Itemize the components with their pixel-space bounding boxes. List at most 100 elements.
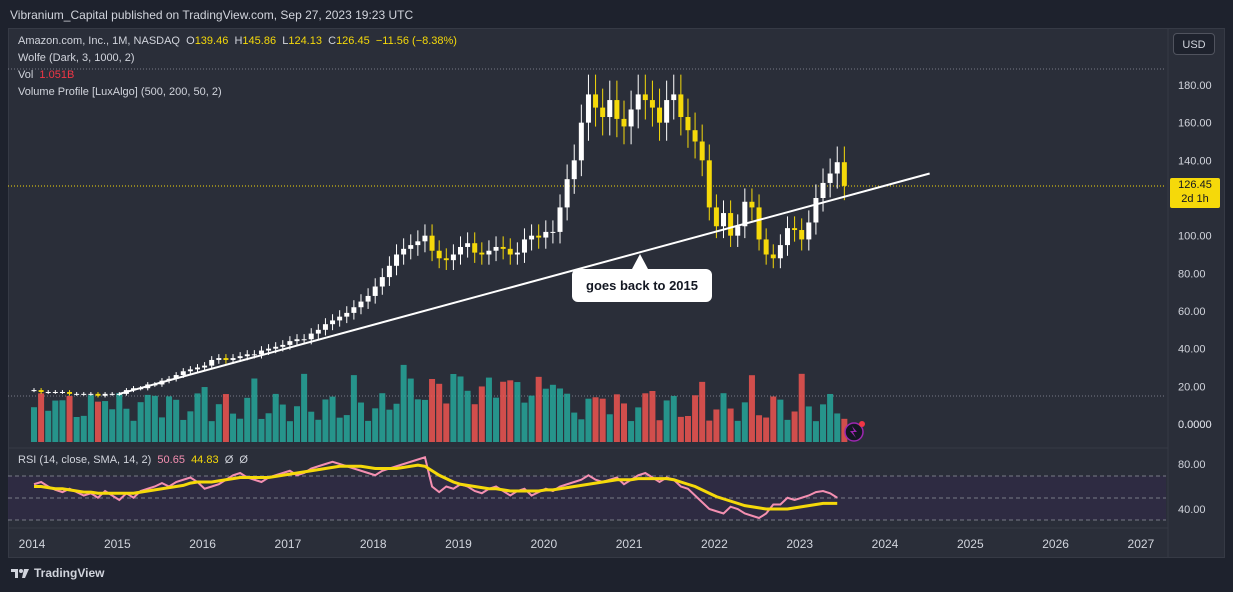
volume-bar <box>244 397 251 442</box>
replay-icon-bolt <box>850 426 857 438</box>
volume-bar <box>699 381 706 442</box>
volume-bar <box>80 415 87 442</box>
candle-body <box>465 243 471 247</box>
candle-body <box>507 248 513 255</box>
volume-bar <box>393 403 400 442</box>
candle-body <box>649 100 655 108</box>
volume-bar <box>31 407 37 442</box>
candle-body <box>401 248 407 255</box>
volume-bar <box>485 377 492 442</box>
volume-bar <box>400 364 407 442</box>
candle-body <box>429 235 435 251</box>
candle-body <box>813 198 819 223</box>
candle-body <box>784 228 790 246</box>
indicator-volume-profile[interactable]: Volume Profile [LuxAlgo] (500, 200, 50, … <box>18 86 222 98</box>
replay-icon-dot <box>859 421 865 427</box>
high-label: H <box>234 35 243 47</box>
candle-body <box>749 201 755 208</box>
candle-body <box>351 307 357 313</box>
rsi-value: 50.65 <box>157 454 185 466</box>
rsi-legend[interactable]: RSI (14, close, SMA, 14, 2) 50.65 44.83 … <box>18 454 248 466</box>
volume-bar <box>450 374 457 442</box>
candle-body <box>713 207 719 227</box>
time-tick-label: 2021 <box>616 537 643 551</box>
volume-bar <box>414 399 421 442</box>
candle-body <box>450 254 456 261</box>
volume-bar <box>670 395 677 442</box>
candle-body <box>344 312 350 317</box>
candle-body <box>223 358 229 360</box>
currency-button[interactable]: USD <box>1173 33 1215 55</box>
candle-body <box>514 252 520 255</box>
candle-body <box>237 356 243 359</box>
candle-body <box>315 329 321 334</box>
candle-body <box>806 222 812 240</box>
candle-body <box>756 207 762 240</box>
trendline <box>119 172 930 395</box>
volume-bar <box>279 404 286 442</box>
candle-body <box>38 390 44 392</box>
candle-body <box>557 207 563 232</box>
chart-canvas[interactable]: 180.00160.00140.00120.00100.0080.0060.00… <box>8 28 1225 558</box>
candle-body <box>692 130 698 142</box>
volume-bar <box>237 418 244 442</box>
volume-bar <box>357 402 364 442</box>
candle-body <box>841 162 847 186</box>
open-label: O <box>186 35 195 47</box>
volume-bar <box>507 380 514 442</box>
rsi-tick-label: 80.00 <box>1178 459 1206 471</box>
candle-body <box>792 228 798 231</box>
candle-body <box>280 344 286 347</box>
volume-bar <box>215 404 222 442</box>
candle-body <box>607 100 613 118</box>
volume-bar <box>87 395 94 442</box>
low-value: 124.13 <box>288 35 322 47</box>
volume-bar <box>421 399 428 442</box>
candle-body <box>372 286 378 296</box>
volume-bar <box>628 421 635 442</box>
volume-bar <box>66 396 73 442</box>
candle-body <box>386 265 392 278</box>
volume-bar <box>372 408 379 442</box>
rsi-extra-2: Ø <box>239 454 248 466</box>
volume-bar <box>208 421 215 442</box>
candle-body <box>635 94 641 110</box>
candle-body <box>600 107 606 118</box>
annotation-callout[interactable]: goes back to 2015 <box>572 269 712 302</box>
candle-body <box>202 365 208 368</box>
close-label: C <box>328 35 337 47</box>
indicator-wolfe[interactable]: Wolfe (Dark, 3, 1000, 2) <box>18 52 135 64</box>
price-tick-label: 80.00 <box>1178 268 1206 280</box>
volume-bar <box>230 413 237 442</box>
volume-bar <box>443 403 450 442</box>
candle-body <box>486 250 492 255</box>
candle-body <box>827 173 833 183</box>
publisher-info: Vibranium_Capital published on TradingVi… <box>10 8 414 22</box>
time-tick-label: 2016 <box>189 537 216 551</box>
volume-tick-label: 0.0000 <box>1178 419 1212 431</box>
time-tick-label: 2023 <box>786 537 813 551</box>
candle-body <box>642 94 648 101</box>
price-tick-label: 180.00 <box>1178 80 1212 92</box>
candle-body <box>543 231 549 238</box>
candle-body <box>308 333 314 340</box>
volume-bar <box>272 393 279 442</box>
volume-bar <box>343 415 350 442</box>
high-value: 145.86 <box>242 35 277 47</box>
candle-body <box>436 250 442 259</box>
volume-legend[interactable]: Vol 1.051B <box>18 69 74 81</box>
volume-bar <box>642 393 649 442</box>
volume-bar <box>407 378 414 442</box>
time-tick-label: 2025 <box>957 537 984 551</box>
candle-body <box>358 301 364 308</box>
volume-bar <box>613 394 620 442</box>
volume-bar <box>798 373 805 442</box>
candle-body <box>458 246 463 255</box>
candle-body <box>180 371 186 376</box>
volume-bar <box>130 420 137 442</box>
bar-countdown: 2d 1h <box>1181 193 1209 205</box>
rsi-band <box>8 476 1166 520</box>
candle-body <box>550 231 556 233</box>
volume-bar <box>457 376 464 442</box>
candle-body <box>721 213 727 227</box>
